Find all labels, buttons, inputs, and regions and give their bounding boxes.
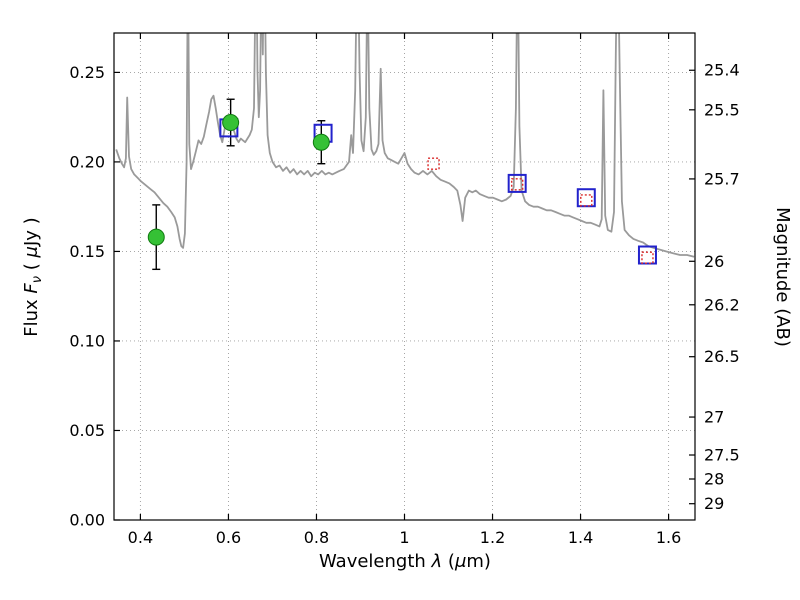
y-tick-label-right: 26.2 [704, 295, 740, 314]
photometry-point-red-square [427, 157, 440, 170]
photometry-point-blue-square [637, 245, 657, 265]
photometry-point-red-square [580, 194, 593, 207]
x-tick-label: 1 [399, 528, 409, 547]
y-tick-label-left: 0.05 [69, 421, 105, 440]
y-tick-label-left: 0.25 [69, 63, 105, 82]
photometry-point-blue-square [576, 188, 596, 208]
photometry-point-red-square [510, 178, 524, 191]
y-tick-label-left: 0.00 [69, 511, 105, 530]
grid [114, 33, 695, 520]
x-tick-label: 0.8 [304, 528, 329, 547]
y-tick-label-left: 0.10 [69, 331, 105, 350]
y-axis-label-right: Magnitude (AB) [772, 207, 793, 347]
x-tick-label: 1.4 [568, 528, 593, 547]
y-tick-label-right: 27.5 [704, 446, 740, 465]
model-spectrum-line [115, 33, 695, 258]
y-tick-label-right: 27 [704, 408, 724, 427]
photometry-point-red-square [641, 251, 654, 264]
y-tick-label-right: 25.5 [704, 100, 740, 119]
x-tick-label: 0.4 [128, 528, 153, 547]
photometry-point-green-circle [147, 228, 165, 246]
photometry-point-green-circle [222, 114, 240, 132]
y-tick-label-left: 0.15 [69, 242, 105, 261]
photometry-point-blue-square [507, 173, 527, 193]
y-tick-label-right: 28 [704, 469, 724, 488]
x-tick-label: 1.6 [656, 528, 681, 547]
x-axis-label: Wavelength λ (μm) [319, 551, 491, 572]
y-tick-label-right: 25.7 [704, 169, 740, 188]
y-tick-label-right: 25.4 [704, 61, 740, 80]
y-axis-label-left: Flux Fν ( μJy ) [21, 217, 45, 336]
y-tick-label-right: 26 [704, 252, 724, 271]
x-tick-label: 1.2 [480, 528, 505, 547]
y-tick-label-left: 0.20 [69, 152, 105, 171]
y-tick-label-right: 26.5 [704, 347, 740, 366]
photometry-point-green-circle [312, 133, 330, 151]
axes-frame [113, 32, 696, 521]
y-tick-label-right: 29 [704, 494, 724, 513]
tick-labels: 0.4 0.6 0.8 1 1.2 1.4 1.6 0.00 0.05 0.10 0.15 0.20 0… [69, 61, 739, 547]
ticks [114, 33, 695, 521]
x-tick-label: 0.6 [216, 528, 241, 547]
